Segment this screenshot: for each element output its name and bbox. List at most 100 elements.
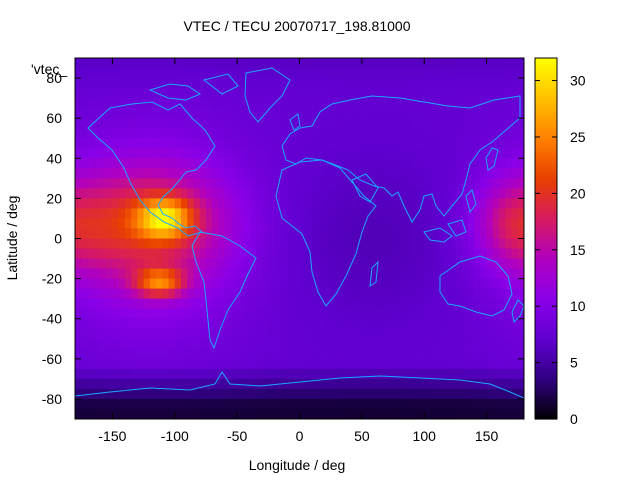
heatmap-cell (336, 318, 344, 330)
heatmap-cell (343, 218, 350, 230)
heatmap-cell (517, 168, 524, 179)
heatmap-cell (193, 378, 201, 390)
heatmap-cell (480, 128, 488, 139)
heatmap-cell (461, 408, 469, 419)
heatmap-cell (168, 408, 176, 419)
heatmap-cell (299, 278, 307, 290)
heatmap-cell (143, 408, 151, 419)
heatmap-cell (436, 198, 444, 210)
heatmap-cell (411, 138, 419, 149)
heatmap-cell (143, 378, 151, 390)
heatmap-cell (424, 188, 432, 199)
heatmap-cell (112, 148, 120, 159)
heatmap-cell (399, 278, 407, 290)
heatmap-cell (118, 338, 126, 350)
heatmap-cell (449, 328, 457, 340)
heatmap-cell (324, 378, 332, 390)
heatmap-cell (218, 78, 226, 89)
heatmap-cell (255, 258, 263, 270)
heatmap-cell (274, 138, 282, 149)
heatmap-cell (218, 348, 226, 360)
heatmap-cell (430, 178, 438, 189)
heatmap-cell (218, 288, 226, 300)
heatmap-cell (81, 168, 89, 179)
heatmap-cell (424, 268, 432, 280)
heatmap-cell (355, 98, 363, 109)
heatmap-cell (143, 368, 151, 380)
heatmap-cell (424, 78, 432, 89)
colorbar-swatch (535, 247, 557, 252)
heatmap-cell (405, 348, 413, 360)
heatmap-cell (237, 308, 244, 320)
colorbar-swatch (535, 181, 557, 185)
heatmap-cell (311, 168, 319, 179)
heatmap-cell (75, 88, 82, 99)
colorbar-swatch (535, 67, 557, 71)
heatmap-cell (417, 158, 425, 169)
heatmap-cell (124, 258, 132, 270)
heatmap-cell (499, 178, 506, 189)
heatmap-cell (81, 208, 89, 220)
heatmap-cell (193, 398, 201, 410)
heatmap-cell (212, 258, 220, 270)
heatmap-cell (492, 88, 500, 99)
heatmap-cell (467, 298, 475, 310)
heatmap-cell (174, 368, 182, 380)
colorbar-swatch (535, 64, 557, 68)
colorbar-swatch (535, 205, 557, 210)
heatmap-cell (131, 388, 138, 400)
heatmap-cell (505, 118, 513, 129)
heatmap-cell (449, 68, 457, 79)
heatmap-cell (93, 68, 101, 79)
heatmap-cell (237, 108, 244, 119)
heatmap-cell (249, 78, 257, 89)
heatmap-cell (386, 58, 394, 69)
heatmap-cell (93, 118, 101, 129)
colorbar-swatch (535, 124, 557, 128)
heatmap-cell (118, 408, 126, 419)
heatmap-cell (193, 88, 201, 99)
heatmap-cell (131, 248, 138, 260)
heatmap-cell (181, 238, 188, 250)
coast-japan (485, 147, 499, 171)
heatmap-cell (268, 258, 276, 270)
heatmap-cell (249, 248, 257, 260)
heatmap-cell (262, 228, 269, 240)
heatmap-cell (287, 308, 294, 320)
heatmap-cell (399, 68, 407, 79)
heatmap-cell (467, 138, 475, 149)
heatmap-cell (287, 288, 294, 300)
heatmap-cell (305, 368, 313, 380)
heatmap-cell (467, 218, 475, 230)
heatmap-cell (237, 358, 244, 370)
heatmap-cell (461, 388, 469, 400)
heatmap-cell (461, 398, 469, 410)
heatmap-cell (255, 358, 263, 370)
heatmap-cell (162, 58, 170, 69)
y-tick-label: 80 (46, 70, 62, 86)
heatmap-cell (87, 168, 95, 179)
heatmap-cell (224, 188, 232, 199)
heatmap-cell (168, 78, 176, 89)
heatmap-cell (81, 398, 89, 410)
heatmap-cell (355, 278, 363, 290)
heatmap-cell (118, 318, 126, 330)
heatmap-cell (305, 318, 313, 330)
heatmap-cell (268, 398, 276, 410)
heatmap-cell (118, 138, 126, 149)
heatmap-cell (212, 308, 220, 320)
heatmap-cell (174, 208, 182, 220)
heatmap-cell (243, 278, 251, 290)
heatmap-cell (268, 138, 276, 149)
heatmap-cell (224, 118, 232, 129)
heatmap-cell (455, 398, 463, 410)
heatmap-cell (293, 218, 301, 230)
heatmap-cell (156, 218, 163, 230)
heatmap-cell (112, 288, 120, 300)
heatmap-cell (355, 338, 363, 350)
heatmap-cell (93, 208, 101, 220)
vtec-heatmap (75, 58, 524, 419)
heatmap-cell (330, 188, 338, 199)
heatmap-cell (386, 178, 394, 189)
colorbar-swatch (535, 358, 557, 363)
